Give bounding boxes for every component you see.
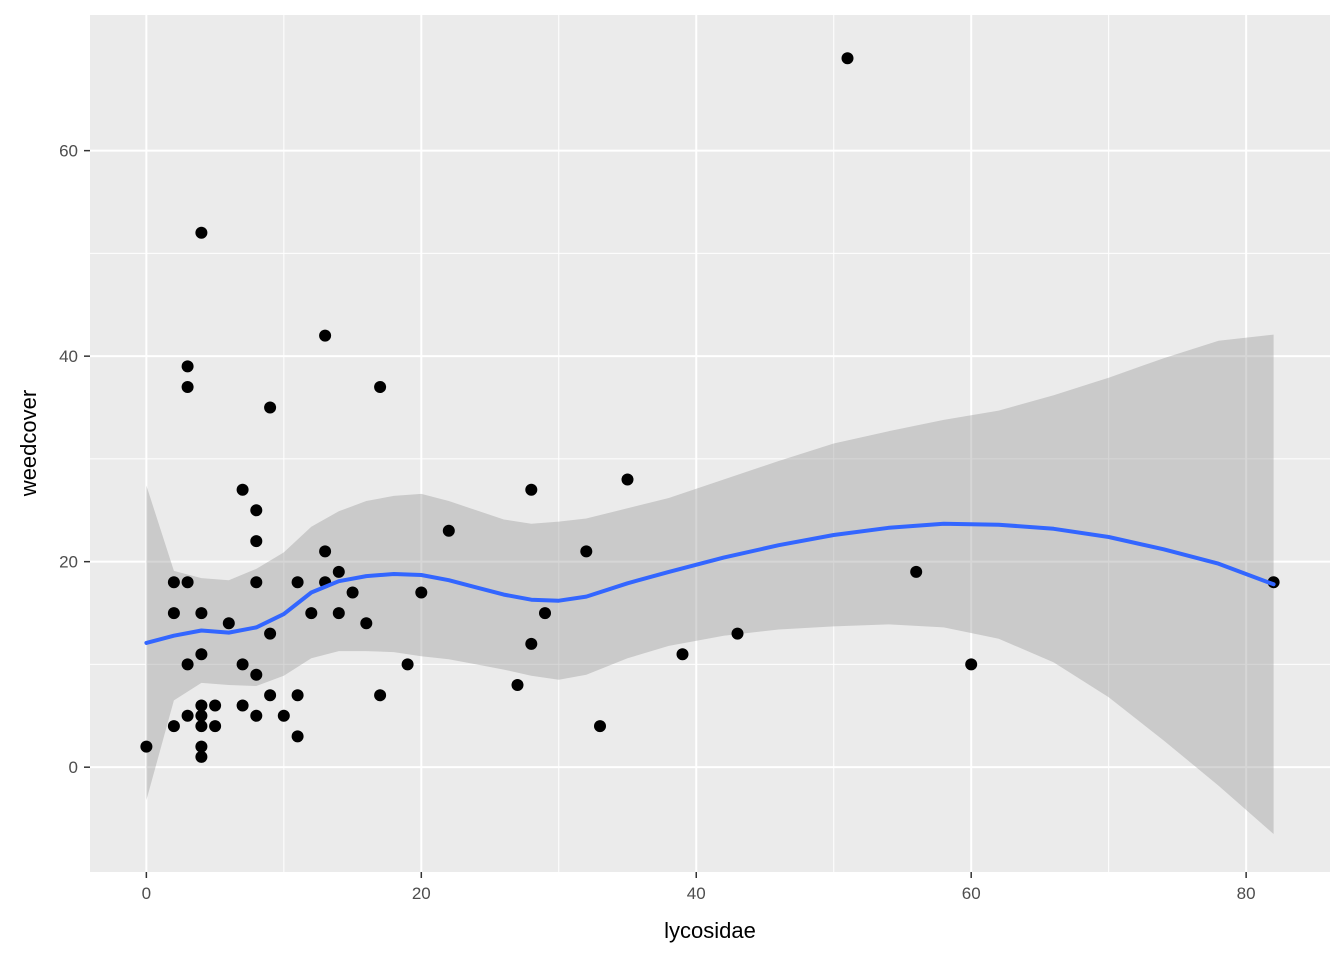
data-point — [346, 586, 359, 599]
data-point — [264, 627, 277, 640]
data-point — [195, 740, 208, 753]
y-tick-label: 40 — [59, 347, 78, 366]
data-point — [291, 689, 304, 702]
data-point — [511, 679, 524, 691]
plot-panel — [90, 15, 1330, 872]
data-point — [195, 720, 208, 733]
data-point — [525, 637, 538, 650]
data-point — [291, 730, 304, 743]
data-point — [332, 565, 345, 578]
y-tick-label: 60 — [59, 142, 78, 161]
data-point — [236, 658, 249, 671]
data-points — [140, 52, 1280, 763]
data-point — [167, 576, 180, 589]
data-point — [195, 709, 208, 722]
data-point — [360, 617, 373, 630]
data-point — [209, 720, 222, 733]
data-point — [181, 360, 194, 373]
data-point — [195, 226, 208, 239]
data-point — [594, 720, 606, 733]
data-point — [841, 52, 854, 65]
data-point — [181, 576, 194, 589]
x-axis-title: lycosidae — [664, 918, 756, 943]
data-point — [374, 381, 387, 393]
data-point — [291, 576, 304, 589]
data-point — [415, 586, 428, 599]
y-tick-label: 0 — [69, 758, 78, 777]
data-point — [181, 658, 194, 671]
data-point — [250, 535, 263, 548]
x-tick-label: 80 — [1237, 884, 1256, 903]
y-axis-title: weedcover — [16, 390, 41, 497]
data-point — [167, 607, 180, 620]
data-point — [264, 689, 277, 702]
data-point — [167, 720, 180, 733]
confidence-ribbon — [146, 334, 1274, 834]
x-tick-label: 0 — [142, 884, 151, 903]
data-point — [965, 658, 978, 671]
data-point — [250, 504, 263, 517]
data-point — [250, 668, 263, 681]
data-point — [277, 709, 290, 722]
x-tick-label: 40 — [687, 884, 706, 903]
minor-grid — [90, 15, 1330, 872]
data-point — [442, 524, 455, 537]
smooth-line — [144, 521, 1276, 645]
data-point — [539, 607, 551, 620]
y-axis: 0 20 40 60 — [59, 142, 90, 777]
data-point — [374, 689, 387, 702]
data-point — [305, 607, 318, 620]
data-point — [332, 607, 345, 620]
x-tick-label: 20 — [412, 884, 431, 903]
data-point — [195, 648, 208, 661]
y-tick-label: 20 — [59, 553, 78, 572]
data-point — [195, 699, 208, 712]
data-point — [236, 483, 249, 496]
data-point — [621, 473, 634, 486]
data-point — [250, 709, 263, 722]
data-point — [209, 699, 222, 712]
data-point — [319, 545, 332, 558]
data-point — [195, 607, 208, 620]
data-point — [676, 648, 689, 661]
data-point — [731, 627, 744, 640]
data-point — [181, 381, 194, 393]
data-point — [181, 709, 194, 722]
data-point — [910, 565, 923, 578]
data-point — [401, 658, 414, 671]
x-axis: 0 20 40 60 80 — [142, 872, 1256, 903]
data-point — [236, 699, 249, 712]
data-point — [525, 483, 538, 496]
data-point — [140, 740, 153, 753]
data-point — [580, 545, 593, 558]
x-tick-label: 60 — [962, 884, 981, 903]
data-point — [195, 750, 208, 763]
data-point — [319, 329, 332, 342]
data-point — [250, 576, 263, 589]
data-point — [264, 401, 277, 414]
data-point — [222, 617, 235, 630]
